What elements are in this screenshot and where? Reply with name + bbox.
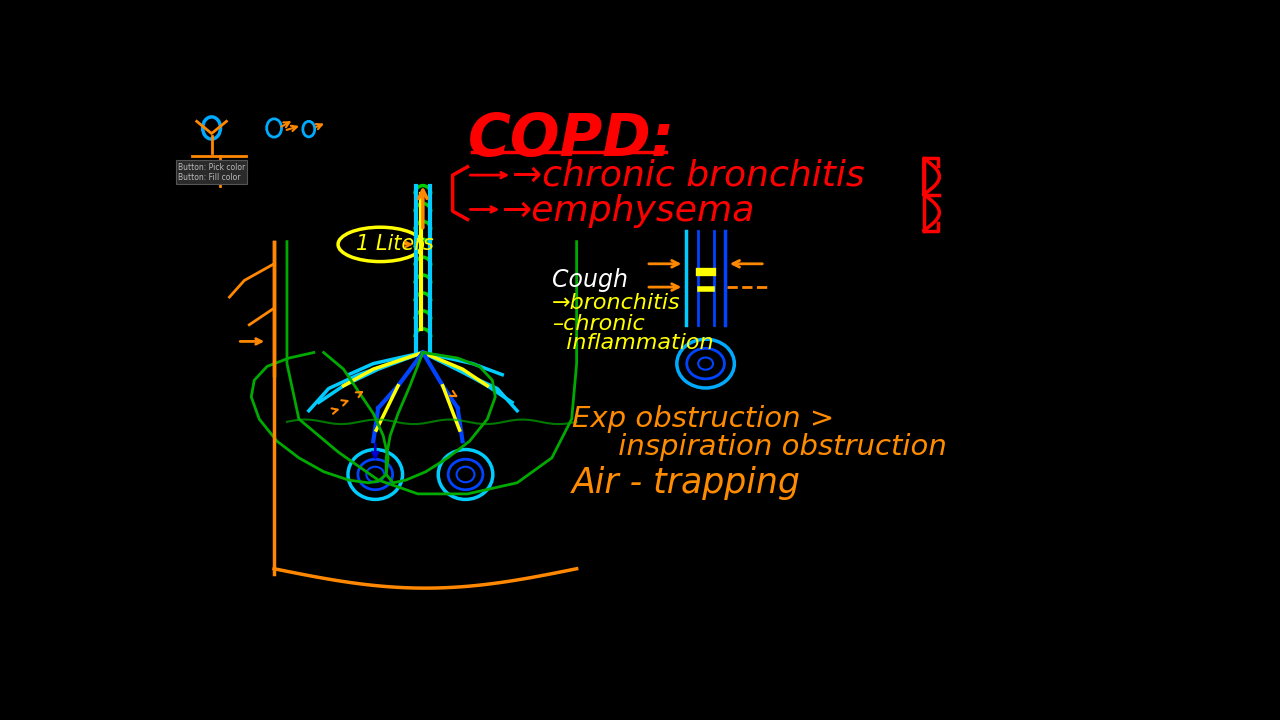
Text: inspiration obstruction: inspiration obstruction (572, 433, 946, 461)
Text: Exp obstruction >: Exp obstruction > (572, 405, 835, 433)
Text: Cough: Cough (552, 269, 628, 292)
Text: →bronchitis: →bronchitis (552, 292, 681, 312)
Text: →chronic bronchitis: →chronic bronchitis (512, 158, 865, 192)
Text: COPD:: COPD: (468, 111, 676, 168)
Text: Air - trapping: Air - trapping (572, 466, 800, 500)
Text: –chronic: –chronic (552, 314, 645, 333)
Text: →emphysema: →emphysema (502, 194, 755, 228)
Text: inflammation: inflammation (552, 333, 713, 353)
Text: 1 Liters: 1 Liters (356, 235, 434, 254)
Text: Button: Pick color
Button: Fill color: Button: Pick color Button: Fill color (178, 163, 244, 182)
